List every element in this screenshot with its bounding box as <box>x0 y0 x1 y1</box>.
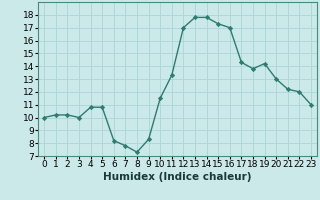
X-axis label: Humidex (Indice chaleur): Humidex (Indice chaleur) <box>103 172 252 182</box>
